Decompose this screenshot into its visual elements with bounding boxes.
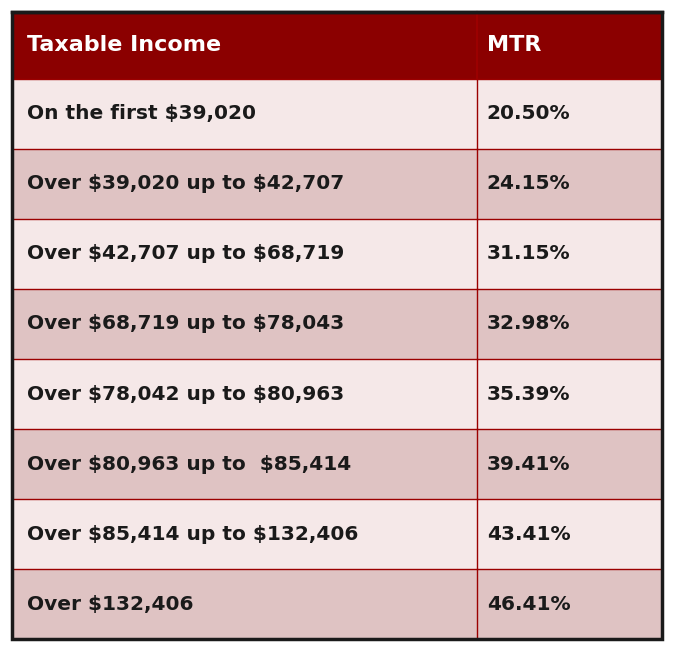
Text: Over $132,406: Over $132,406	[27, 595, 193, 614]
Text: Over $39,020 up to $42,707: Over $39,020 up to $42,707	[27, 174, 344, 193]
Text: Over $78,042 up to $80,963: Over $78,042 up to $80,963	[27, 385, 344, 404]
Bar	[12, 219, 662, 289]
Bar	[12, 569, 662, 639]
Bar	[12, 289, 662, 359]
Text: 35.39%: 35.39%	[487, 385, 570, 404]
Text: 20.50%: 20.50%	[487, 104, 570, 123]
Text: 46.41%: 46.41%	[487, 595, 570, 614]
Text: Over $42,707 up to $68,719: Over $42,707 up to $68,719	[27, 244, 344, 264]
Text: 31.15%: 31.15%	[487, 244, 570, 264]
Bar	[12, 499, 662, 569]
Bar	[12, 79, 662, 149]
Text: Over $68,719 up to $78,043: Over $68,719 up to $78,043	[27, 314, 344, 333]
Bar	[12, 149, 662, 219]
Text: Over $85,414 up to $132,406: Over $85,414 up to $132,406	[27, 525, 359, 544]
Bar	[12, 359, 662, 429]
Text: On the first $39,020: On the first $39,020	[27, 104, 256, 123]
Text: Over $80,963 up to  $85,414: Over $80,963 up to $85,414	[27, 454, 351, 474]
Text: 24.15%: 24.15%	[487, 174, 570, 193]
Bar	[12, 12, 662, 79]
Bar	[12, 429, 662, 499]
Text: Taxable Income: Taxable Income	[27, 35, 221, 55]
Text: 32.98%: 32.98%	[487, 314, 570, 333]
Text: 39.41%: 39.41%	[487, 454, 570, 474]
Text: MTR: MTR	[487, 35, 541, 55]
Text: 43.41%: 43.41%	[487, 525, 570, 544]
